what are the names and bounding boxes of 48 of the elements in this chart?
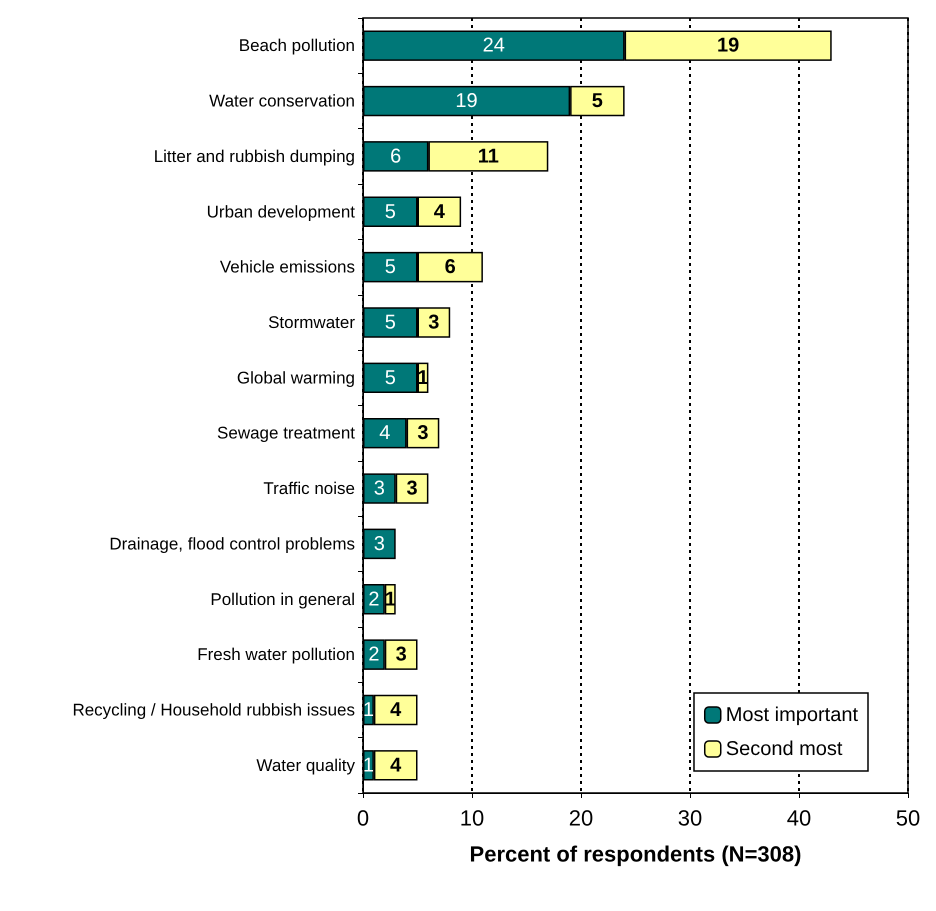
- y-tick-label: Traffic noise: [263, 479, 355, 498]
- data-label: 19: [455, 90, 478, 112]
- data-label: 3: [374, 532, 385, 555]
- data-label: 4: [434, 200, 446, 223]
- x-tick-label: 50: [896, 806, 920, 830]
- data-label: 6: [444, 256, 456, 278]
- data-label: 1: [362, 754, 374, 776]
- data-label: 11: [478, 145, 499, 168]
- x-tick-label: 10: [460, 806, 484, 830]
- data-label: 6: [390, 145, 402, 168]
- data-label: 3: [417, 422, 429, 444]
- y-tick-label: Urban development: [206, 202, 356, 222]
- y-tick-label: Water quality: [256, 756, 356, 775]
- data-label: 5: [384, 366, 396, 389]
- y-tick-label: Pollution in general: [210, 590, 355, 609]
- y-tick-label: Fresh water pollution: [197, 645, 355, 664]
- data-label: 5: [592, 90, 603, 112]
- y-tick-label: Water conservation: [209, 92, 355, 111]
- y-tick-label: Drainage, flood control problems: [109, 534, 355, 554]
- data-label: 2: [368, 588, 380, 610]
- data-label: 4: [379, 422, 390, 444]
- data-label: 24: [482, 34, 505, 57]
- legend-label: Second most: [726, 738, 843, 760]
- data-label: 3: [428, 311, 440, 334]
- y-tick-label: Litter and rubbish dumping: [154, 146, 355, 166]
- y-tick-label: Recycling / Household rubbish issues: [72, 700, 355, 720]
- y-tick-label: Sewage treatment: [217, 424, 356, 443]
- x-tick-label: 0: [356, 806, 370, 830]
- y-tick-label: Vehicle emissions: [220, 258, 355, 277]
- y-tick-label: Beach pollution: [238, 36, 355, 56]
- legend-label: Most important: [726, 704, 858, 726]
- data-label: 3: [374, 478, 385, 500]
- x-tick-label: 30: [678, 806, 702, 830]
- data-label: 4: [390, 698, 402, 721]
- data-label: 5: [384, 311, 396, 334]
- y-tick-label: Stormwater: [268, 312, 356, 332]
- data-label: 3: [406, 478, 418, 500]
- data-label: 1: [362, 698, 374, 721]
- data-label: 5: [384, 200, 396, 223]
- data-label: 19: [717, 34, 740, 57]
- y-tick-label: Global warming: [236, 368, 355, 388]
- x-tick-label: 40: [786, 806, 812, 830]
- data-label: 5: [384, 256, 396, 278]
- x-tick-label: 20: [568, 806, 594, 830]
- x-axis-title: Percent of respondents (N=308): [470, 842, 802, 866]
- data-label: 2: [368, 644, 380, 666]
- data-label: 4: [390, 754, 402, 776]
- data-label: 3: [396, 644, 407, 666]
